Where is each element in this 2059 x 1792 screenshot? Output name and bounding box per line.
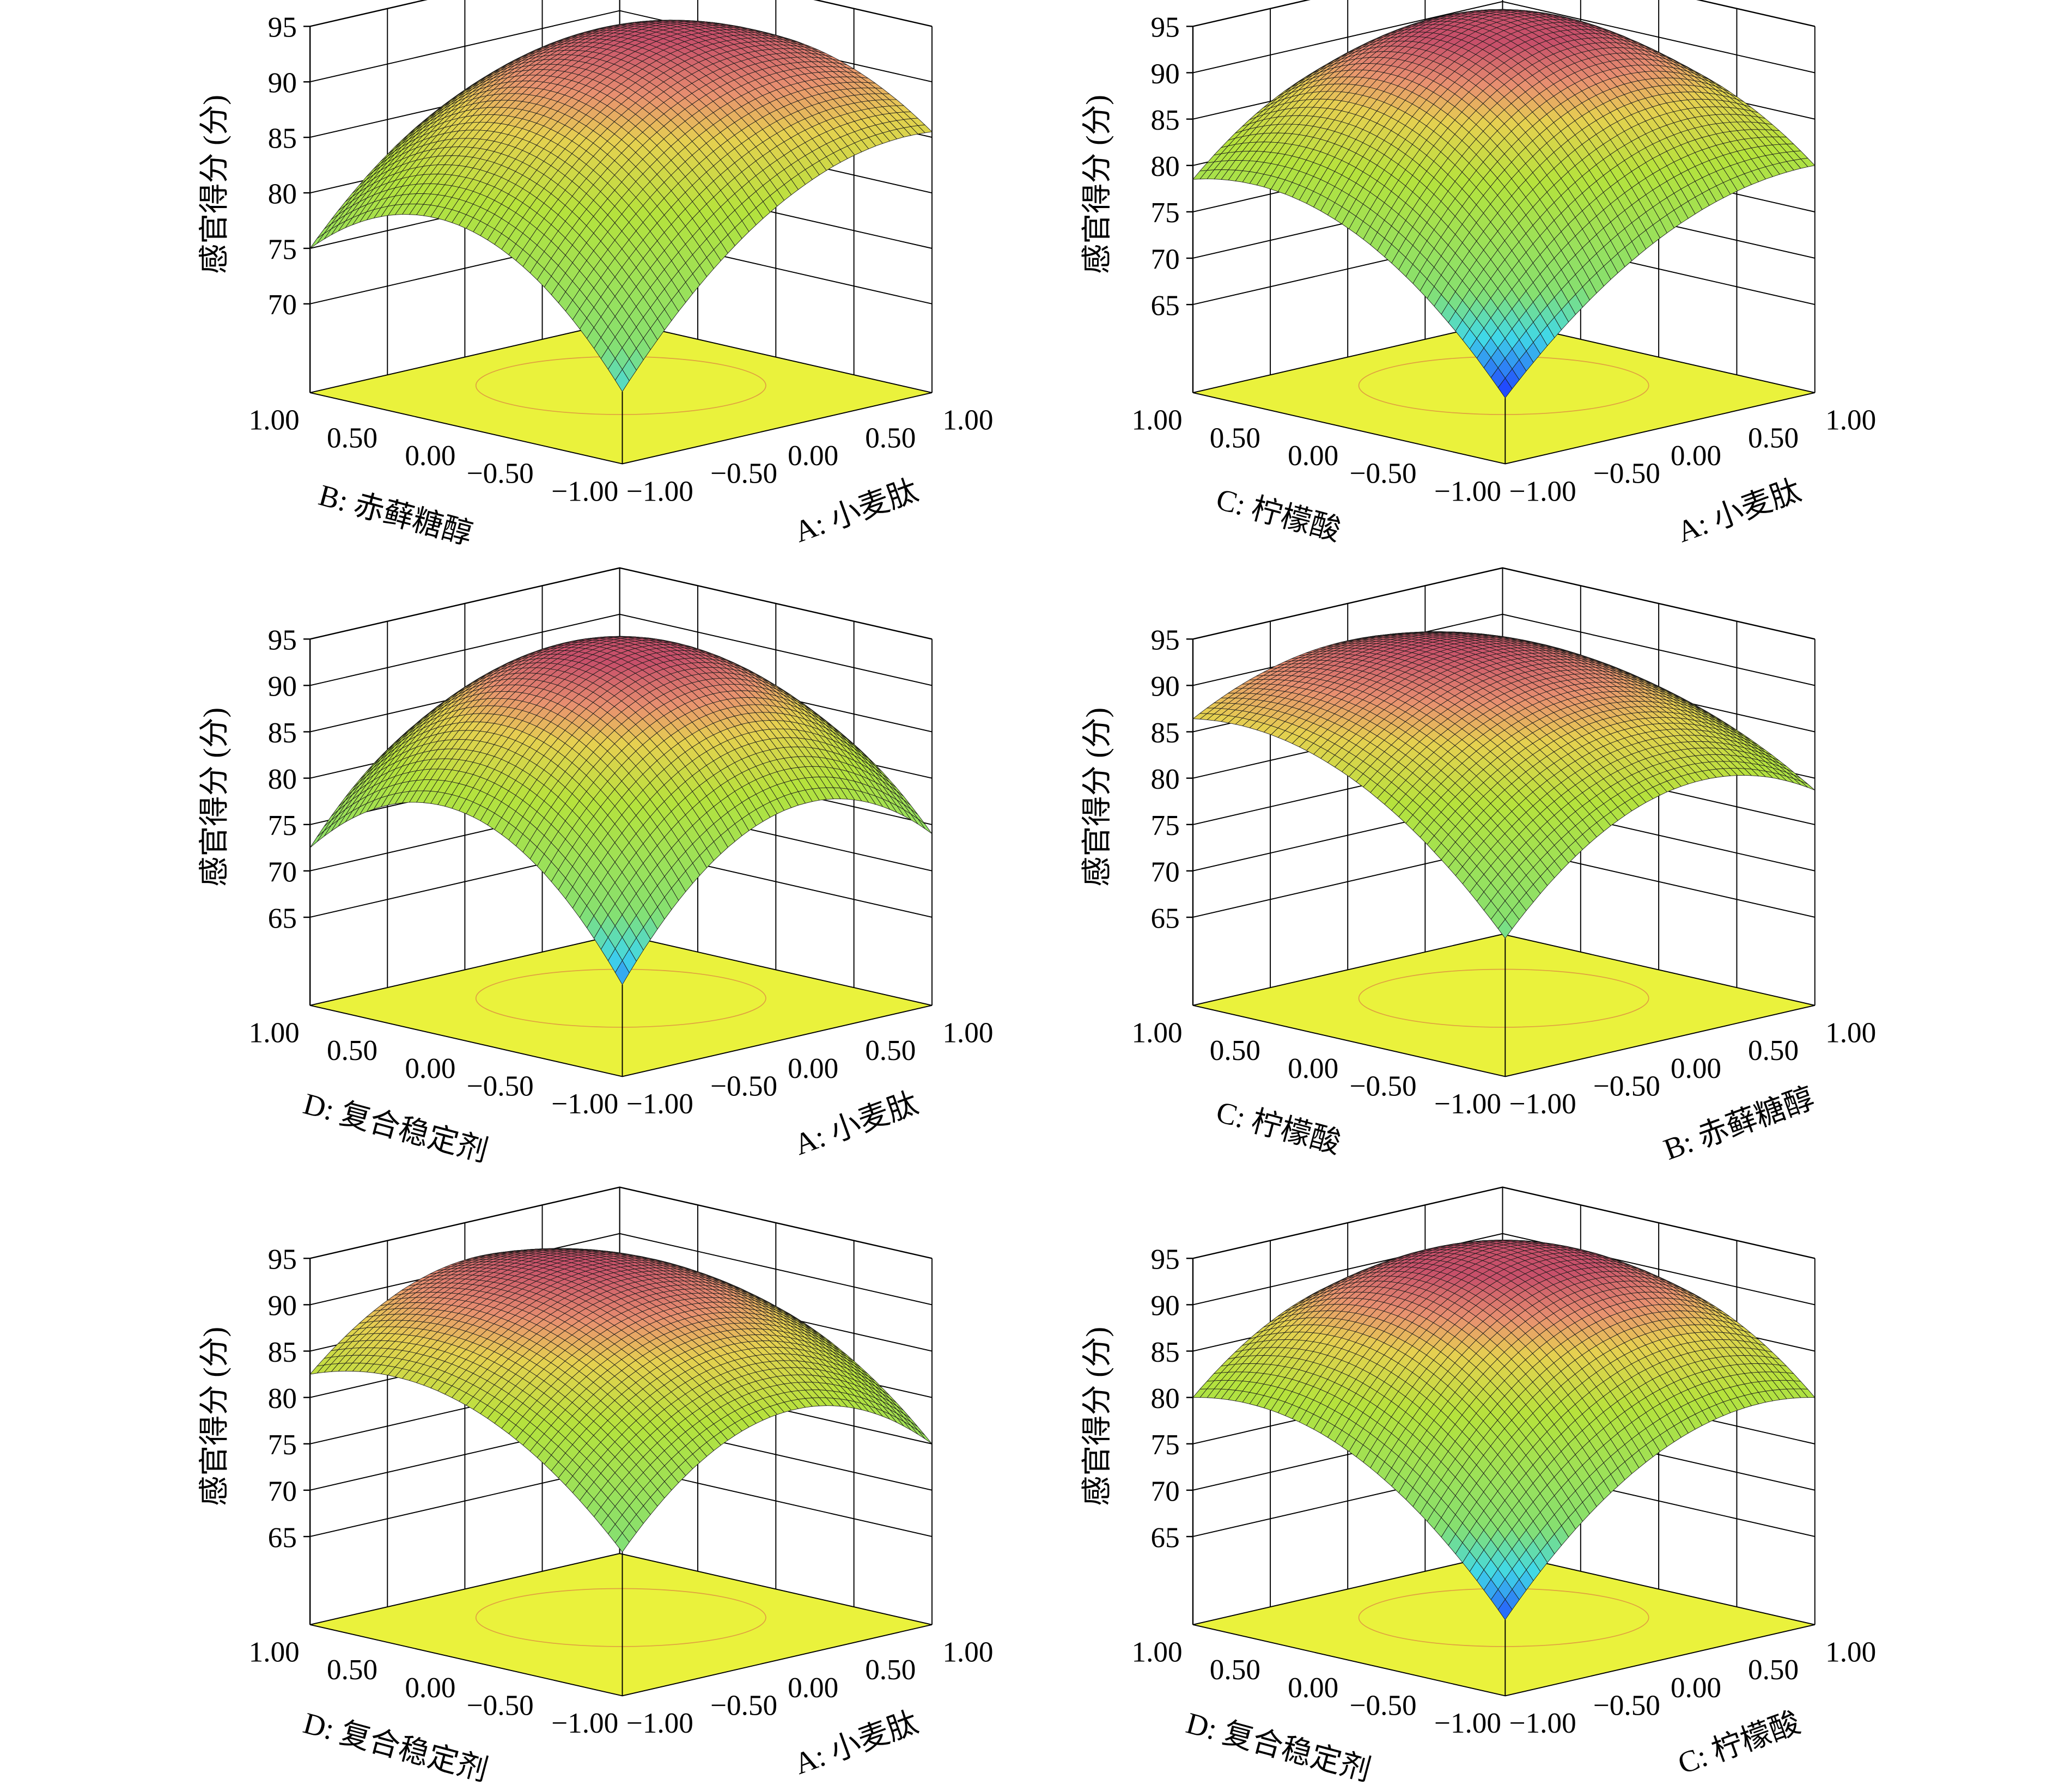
surface-cell xyxy=(309,831,325,848)
z-tick-label: 95 xyxy=(1151,11,1180,44)
z-tick-label: 70 xyxy=(268,289,297,321)
x-tick-label: −0.50 xyxy=(1593,458,1660,490)
z-tick-label: 90 xyxy=(268,67,297,99)
y-tick-label: −0.50 xyxy=(467,458,534,490)
z-tick-label: 90 xyxy=(1151,58,1180,90)
wall-top-edge xyxy=(309,0,933,27)
z-axis-title: 感官得分 (分) xyxy=(1081,95,1114,274)
z-axis-title: 感官得分 (分) xyxy=(198,95,232,274)
x-tick-label: 0.00 xyxy=(1671,440,1721,472)
surface-plot-3: 65707580859095−1.00−1.00−0.50−0.500.000.… xyxy=(198,567,993,1168)
y-tick-label: −1.00 xyxy=(551,475,618,507)
y-tick-label: 1.00 xyxy=(1131,404,1182,436)
surface-cell xyxy=(917,818,933,834)
y-tick-label: 0.50 xyxy=(1210,422,1260,454)
x-tick-label: −1.00 xyxy=(626,475,693,507)
y-tick-label: 0.50 xyxy=(327,422,377,454)
x-axis-title: A: 小麦肽 xyxy=(790,473,922,549)
x-tick-label: 0.50 xyxy=(865,422,916,454)
z-tick-label: 80 xyxy=(268,178,297,210)
x-tick-label: −1.00 xyxy=(1509,475,1576,507)
x-tick-label: 0.00 xyxy=(788,440,838,472)
x-tick-label: 0.50 xyxy=(1748,422,1799,454)
z-tick-label: 95 xyxy=(268,11,297,44)
y-tick-label: −1.00 xyxy=(1434,475,1501,507)
z-tick-label: 70 xyxy=(1151,243,1180,275)
surface-plot-2: 65 70 75 80 85 90 95 −1.00−1.00 −0.50 −0.50 0.00 0.… xyxy=(1081,0,1876,549)
y-axis-title: B: 赤藓糖醇 xyxy=(315,478,476,552)
y-tick-label: 0.00 xyxy=(405,440,455,472)
z-tick-label: 75 xyxy=(268,233,297,265)
surface-plot-1: 70 75 80 85 90 95 −1.00−1.00 −0.50 −0.50 0.00 0.00… xyxy=(198,0,993,552)
wall-gridline xyxy=(309,0,933,27)
y-tick-label: −0.50 xyxy=(1349,458,1416,490)
wall-top-edge xyxy=(309,567,933,640)
wall-gridline xyxy=(309,567,933,640)
y-tick-label: 0.00 xyxy=(1288,440,1338,472)
x-tick-label: 1.00 xyxy=(942,404,993,436)
z-tick-label: 85 xyxy=(268,123,297,155)
y-axis-title: C: 柠檬酸 xyxy=(1213,482,1344,547)
x-tick-label: −0.50 xyxy=(710,458,777,490)
y-tick-label: 1.00 xyxy=(249,404,300,436)
z-tick-label: 80 xyxy=(1151,150,1180,182)
x-tick-label: 1.00 xyxy=(1825,404,1876,436)
x-axis-title: A: 小麦肽 xyxy=(1673,473,1805,549)
z-tick-label: 75 xyxy=(1151,197,1180,229)
z-tick-label: 85 xyxy=(1151,104,1180,136)
z-tick-label: 65 xyxy=(1151,290,1180,322)
